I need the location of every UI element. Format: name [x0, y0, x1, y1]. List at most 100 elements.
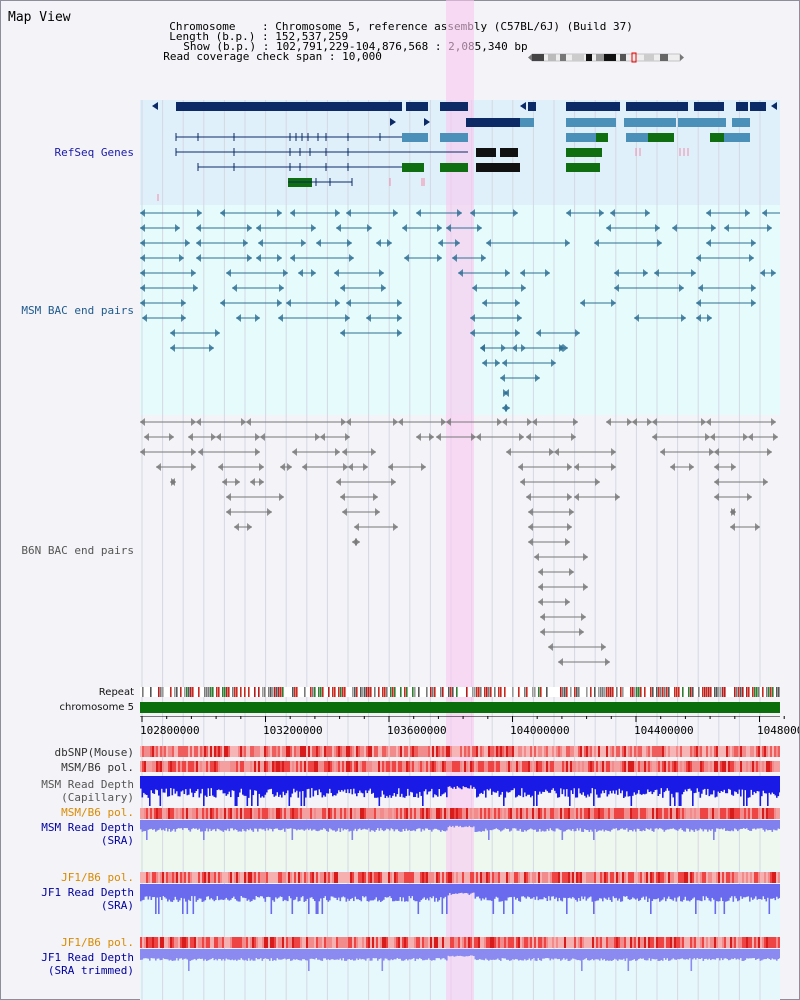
bac-end-pair[interactable] — [502, 418, 532, 426]
bac-end-pair[interactable] — [714, 463, 736, 471]
bac-end-pair[interactable] — [476, 433, 524, 441]
bac-end-pair[interactable] — [710, 433, 748, 441]
bac-end-pair[interactable] — [196, 239, 248, 247]
bac-end-pair[interactable] — [520, 269, 550, 277]
bac-end-pair[interactable] — [290, 254, 354, 262]
bac-end-pair[interactable] — [346, 418, 398, 426]
bac-end-pair[interactable] — [234, 523, 252, 531]
bac-end-pair[interactable] — [706, 209, 750, 217]
bac-end-pair[interactable] — [170, 478, 176, 486]
bac-end-pair[interactable] — [232, 284, 284, 292]
bac-end-pair[interactable] — [140, 224, 180, 232]
bac-end-pair[interactable] — [334, 269, 384, 277]
bac-end-pair[interactable] — [486, 239, 570, 247]
bac-end-pair[interactable] — [140, 284, 198, 292]
bac-end-pair[interactable] — [652, 433, 710, 441]
bac-end-pair[interactable] — [340, 493, 378, 501]
bac-end-pair[interactable] — [652, 418, 706, 426]
bac-end-pair[interactable] — [696, 254, 754, 262]
bac-end-pair[interactable] — [470, 329, 520, 337]
chromosome-bar[interactable] — [140, 702, 780, 713]
bac-end-pair[interactable] — [634, 314, 686, 322]
bac-end-pair[interactable] — [482, 299, 520, 307]
bac-end-pair[interactable] — [526, 433, 576, 441]
bac-end-pair[interactable] — [446, 224, 482, 232]
bac-end-pair[interactable] — [506, 448, 554, 456]
bac-end-pair[interactable] — [246, 418, 346, 426]
bac-end-pair[interactable] — [660, 448, 714, 456]
bac-end-pair[interactable] — [574, 463, 616, 471]
bac-end-pair[interactable] — [606, 224, 660, 232]
bac-end-pair[interactable] — [538, 583, 588, 591]
bac-end-pair[interactable] — [220, 299, 282, 307]
chromosome-ideogram[interactable] — [528, 52, 684, 64]
bac-end-pair[interactable] — [502, 404, 510, 412]
bac-end-pair[interactable] — [140, 299, 186, 307]
bac-end-pair[interactable] — [446, 418, 502, 426]
bac-end-pair[interactable] — [140, 209, 202, 217]
bac-end-pair[interactable] — [528, 538, 570, 546]
bac-end-pair[interactable] — [260, 433, 320, 441]
bac-end-pair[interactable] — [188, 433, 216, 441]
bac-end-pair[interactable] — [226, 269, 288, 277]
bac-end-pair[interactable] — [632, 418, 652, 426]
msm-read-depth-sra-track[interactable] — [140, 820, 780, 840]
bac-end-pair[interactable] — [526, 493, 572, 501]
bac-end-pair[interactable] — [366, 314, 402, 322]
bac-end-pair[interactable] — [458, 269, 510, 277]
bac-end-pair[interactable] — [594, 239, 662, 247]
bac-end-pair[interactable] — [730, 523, 760, 531]
bac-end-pair[interactable] — [606, 418, 632, 426]
bac-end-pair[interactable] — [140, 254, 184, 262]
bac-end-pair[interactable] — [482, 359, 500, 367]
bac-end-pair[interactable] — [250, 478, 264, 486]
bac-end-pair[interactable] — [342, 508, 380, 516]
bac-end-pair[interactable] — [760, 269, 776, 277]
bac-end-pair[interactable] — [470, 209, 518, 217]
bac-end-pair[interactable] — [142, 314, 186, 322]
bac-end-pair[interactable] — [614, 269, 648, 277]
bac-end-pair[interactable] — [280, 463, 292, 471]
bac-end-pair[interactable] — [540, 613, 586, 621]
msm-read-depth-capillary-track[interactable] — [140, 776, 780, 806]
bac-end-pair[interactable] — [170, 344, 214, 352]
bac-end-pair[interactable] — [226, 508, 272, 516]
bac-end-pair[interactable] — [196, 224, 252, 232]
bac-end-pair[interactable] — [580, 299, 616, 307]
msm-bac-end-pairs-track[interactable] — [140, 205, 780, 415]
bac-end-pair[interactable] — [614, 284, 684, 292]
bac-end-pair[interactable] — [290, 209, 340, 217]
bac-end-pair[interactable] — [538, 598, 570, 606]
bac-end-pair[interactable] — [724, 224, 772, 232]
bac-end-pair[interactable] — [558, 658, 610, 666]
bac-end-pair[interactable] — [278, 314, 350, 322]
bac-end-pair[interactable] — [534, 553, 588, 561]
bac-end-pair[interactable] — [302, 463, 348, 471]
bac-end-pair[interactable] — [348, 463, 368, 471]
bac-end-pair[interactable] — [140, 269, 196, 277]
bac-end-pair[interactable] — [566, 209, 604, 217]
bac-end-pair[interactable] — [258, 239, 306, 247]
bac-end-pair[interactable] — [346, 299, 402, 307]
jf1-read-depth-sra-track[interactable] — [140, 884, 780, 914]
bac-end-pair[interactable] — [404, 254, 442, 262]
bac-end-pair[interactable] — [480, 344, 506, 352]
bac-end-pair[interactable] — [196, 254, 252, 262]
bac-end-pair[interactable] — [672, 224, 716, 232]
bac-end-pair[interactable] — [416, 433, 434, 441]
repeat-track[interactable] — [140, 687, 780, 697]
jf1-b6-pol-track-1[interactable] — [140, 872, 780, 883]
bac-end-pair[interactable] — [730, 508, 736, 516]
bac-end-pair[interactable] — [470, 314, 522, 322]
bac-end-pair[interactable] — [714, 448, 772, 456]
bac-end-pair[interactable] — [140, 239, 190, 247]
bac-end-pair[interactable] — [236, 314, 260, 322]
bac-end-pair[interactable] — [438, 239, 460, 247]
bac-end-pair[interactable] — [436, 433, 476, 441]
bac-end-pair[interactable] — [714, 478, 768, 486]
bac-end-pair[interactable] — [340, 329, 402, 337]
bac-end-pair[interactable] — [198, 448, 260, 456]
bac-end-pair[interactable] — [402, 224, 442, 232]
bac-end-pair[interactable] — [500, 374, 540, 382]
bac-end-pair[interactable] — [320, 433, 350, 441]
